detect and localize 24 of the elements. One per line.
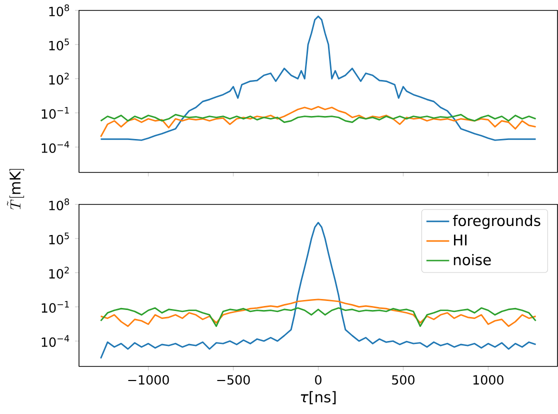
x-tick-label: 0 — [315, 374, 322, 384]
y-tick-label: 10$^{−4}$ — [42, 141, 70, 153]
line-series — [100, 307, 536, 327]
y-tick-label: 10$^{8}$ — [49, 4, 70, 16]
x-tick-label: 1000 — [473, 374, 504, 384]
line-series — [100, 298, 536, 327]
x-tick-label: 500 — [392, 374, 414, 384]
line-series — [100, 114, 536, 123]
x-axis-title: τ[ns] — [300, 390, 336, 404]
y-tick-label: 10$^{−4}$ — [42, 335, 70, 347]
y-axis-title: $\tilde{T}[\mathrm{mK}]$ — [6, 168, 24, 210]
x-tick-label: −1000 — [128, 374, 169, 384]
legend-label: foregrounds — [452, 214, 540, 229]
y-tick-label: 10$^{5}$ — [49, 38, 69, 50]
legend-label: noise — [454, 254, 491, 266]
y-tick-label: 10$^{−1}$ — [42, 300, 69, 313]
y-tick-label: 10$^{2}$ — [49, 266, 69, 278]
line-series — [100, 106, 536, 138]
y-tick-label: 10$^{−1}$ — [42, 106, 69, 119]
y-tick-label: 10$^{2}$ — [49, 72, 69, 84]
y-tick-label: 10$^{5}$ — [49, 232, 69, 244]
x-tick-label: −500 — [217, 374, 250, 384]
y-tick-label: 10$^{8}$ — [49, 198, 70, 210]
legend-label: HI — [454, 234, 467, 246]
